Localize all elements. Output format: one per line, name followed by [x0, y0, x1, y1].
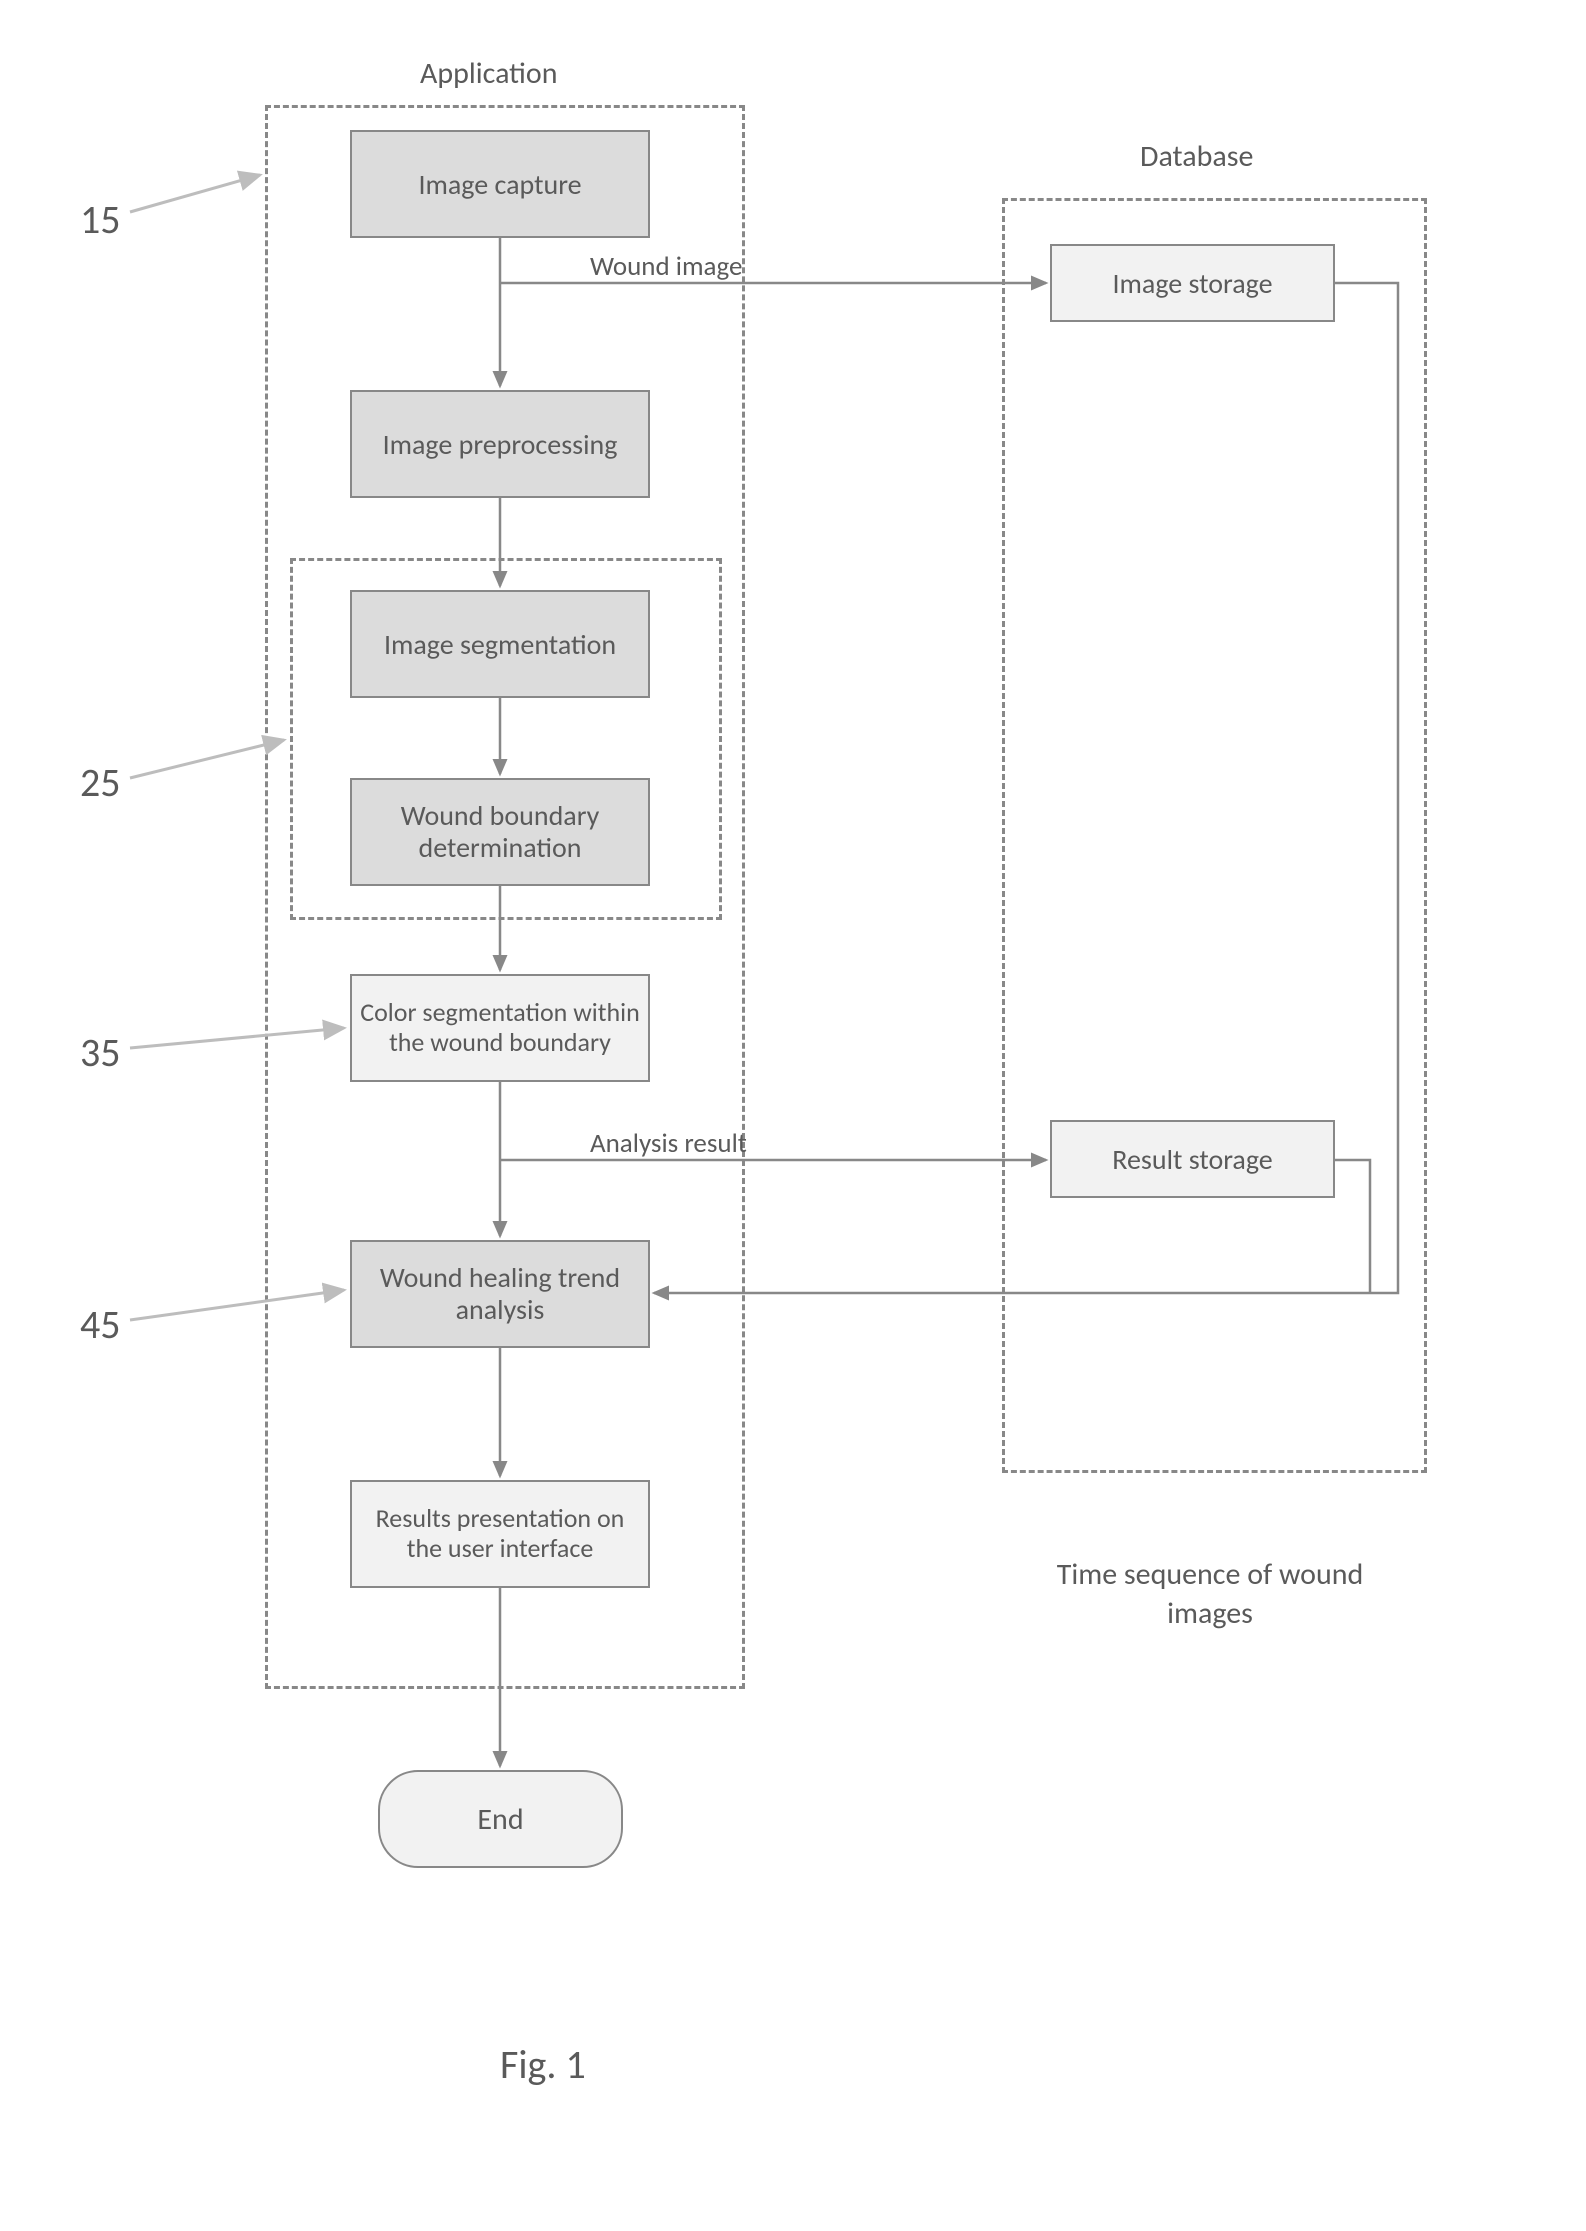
callout-25: 25	[80, 758, 121, 807]
node-label: Wound healing trend analysis	[360, 1262, 640, 1326]
node-label: Results presentation on the user interfa…	[360, 1504, 640, 1564]
node-image-capture: Image capture	[350, 130, 650, 238]
annotation-time-sequence: Time sequence of wound images	[1020, 1555, 1400, 1633]
node-image-storage: Image storage	[1050, 244, 1335, 322]
node-image-preprocessing: Image preprocessing	[350, 390, 650, 498]
node-results-presentation: Results presentation on the user interfa…	[350, 1480, 650, 1588]
node-label: Result storage	[1112, 1142, 1272, 1177]
node-end: End	[378, 1770, 623, 1868]
database-label: Database	[1140, 138, 1253, 175]
node-color-segmentation: Color segmentation within the wound boun…	[350, 974, 650, 1082]
node-trend-analysis: Wound healing trend analysis	[350, 1240, 650, 1348]
figure-caption: Fig. 1	[500, 2040, 586, 2089]
node-label: Wound boundary determination	[360, 800, 640, 864]
node-label: Image storage	[1112, 266, 1272, 301]
node-wound-boundary: Wound boundary determination	[350, 778, 650, 886]
node-image-segmentation: Image segmentation	[350, 590, 650, 698]
flowchart-canvas: Application Database Image capture Image…	[0, 0, 1586, 2231]
node-label: Color segmentation within the wound boun…	[360, 998, 640, 1058]
database-container	[1002, 198, 1427, 1473]
node-label: Image capture	[418, 167, 581, 202]
edge-label-wound-image: Wound image	[590, 250, 742, 283]
callout-45: 45	[80, 1300, 121, 1349]
callout-35: 35	[80, 1028, 121, 1077]
node-label: End	[477, 1801, 523, 1838]
edge-label-analysis-result: Analysis result	[590, 1127, 747, 1160]
application-label: Application	[420, 55, 557, 92]
node-result-storage: Result storage	[1050, 1120, 1335, 1198]
node-label: Image segmentation	[384, 627, 616, 662]
node-label: Image preprocessing	[383, 427, 618, 462]
callout-15: 15	[80, 195, 121, 244]
